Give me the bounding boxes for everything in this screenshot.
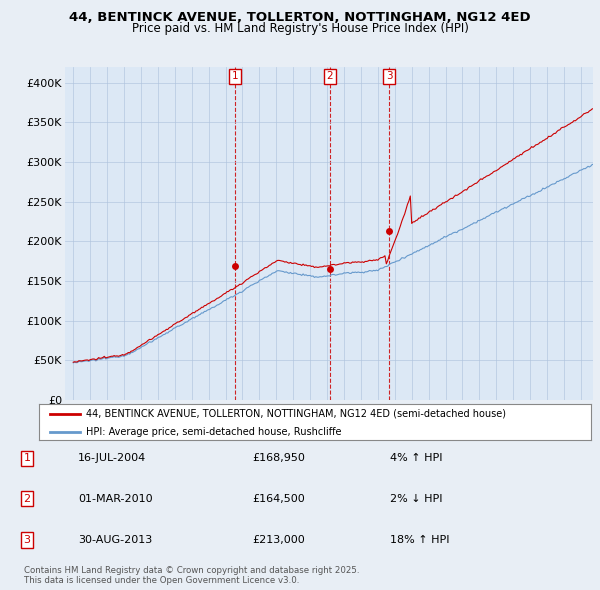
- Text: HPI: Average price, semi-detached house, Rushcliffe: HPI: Average price, semi-detached house,…: [86, 427, 341, 437]
- Text: 1: 1: [23, 454, 31, 463]
- Text: Contains HM Land Registry data © Crown copyright and database right 2025.
This d: Contains HM Land Registry data © Crown c…: [24, 566, 359, 585]
- Text: 30-AUG-2013: 30-AUG-2013: [78, 535, 152, 545]
- Text: 18% ↑ HPI: 18% ↑ HPI: [390, 535, 449, 545]
- Text: 2: 2: [326, 71, 333, 81]
- Text: 3: 3: [23, 535, 31, 545]
- Text: Price paid vs. HM Land Registry's House Price Index (HPI): Price paid vs. HM Land Registry's House …: [131, 22, 469, 35]
- Text: 3: 3: [386, 71, 392, 81]
- Text: 16-JUL-2004: 16-JUL-2004: [78, 454, 146, 463]
- Text: 4% ↑ HPI: 4% ↑ HPI: [390, 454, 443, 463]
- Text: 44, BENTINCK AVENUE, TOLLERTON, NOTTINGHAM, NG12 4ED: 44, BENTINCK AVENUE, TOLLERTON, NOTTINGH…: [69, 11, 531, 24]
- Text: 2% ↓ HPI: 2% ↓ HPI: [390, 494, 443, 503]
- Text: £164,500: £164,500: [252, 494, 305, 503]
- Text: 44, BENTINCK AVENUE, TOLLERTON, NOTTINGHAM, NG12 4ED (semi-detached house): 44, BENTINCK AVENUE, TOLLERTON, NOTTINGH…: [86, 409, 506, 419]
- Text: 1: 1: [232, 71, 238, 81]
- Text: 01-MAR-2010: 01-MAR-2010: [78, 494, 152, 503]
- Text: 2: 2: [23, 494, 31, 503]
- Text: £213,000: £213,000: [252, 535, 305, 545]
- Text: £168,950: £168,950: [252, 454, 305, 463]
